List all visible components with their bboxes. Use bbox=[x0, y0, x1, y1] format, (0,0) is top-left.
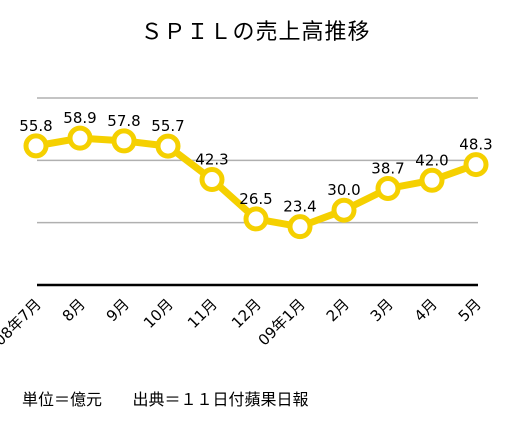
value-label: 30.0 bbox=[327, 181, 360, 199]
value-labels: 55.8 58.9 57.8 55.7 42.3 26.5 23.4 30.0 38.7 42.0… bbox=[19, 109, 492, 216]
value-label: 48.3 bbox=[459, 136, 492, 154]
source-note: 出典＝１１日付蘋果日報 bbox=[132, 390, 309, 409]
value-label: 26.5 bbox=[239, 190, 272, 208]
unit-note: 単位＝億元 bbox=[22, 390, 103, 409]
data-point bbox=[243, 206, 269, 232]
x-tick-label: 11月 bbox=[184, 295, 221, 332]
data-point bbox=[331, 197, 357, 223]
data-point bbox=[67, 125, 93, 151]
grid-lines bbox=[37, 97, 478, 287]
value-label: 42.3 bbox=[195, 151, 228, 169]
line-chart: 55.8 58.9 57.8 55.7 42.3 26.5 23.4 30.0 38.7 42.0… bbox=[0, 97, 493, 349]
data-point bbox=[463, 152, 489, 178]
data-point bbox=[287, 214, 313, 240]
value-label: 58.9 bbox=[63, 109, 96, 127]
x-tick-label: 9月 bbox=[103, 295, 133, 325]
data-point bbox=[111, 128, 137, 154]
value-label: 55.8 bbox=[19, 117, 52, 135]
x-tick-label: 2月 bbox=[323, 295, 353, 325]
value-label: 38.7 bbox=[371, 160, 404, 178]
data-point bbox=[199, 167, 225, 193]
data-point bbox=[419, 167, 445, 193]
x-tick-label: 09年1月 bbox=[255, 295, 309, 349]
value-label: 42.0 bbox=[415, 151, 448, 169]
x-tick-label: 10月 bbox=[140, 295, 177, 332]
data-point bbox=[155, 133, 181, 159]
x-tick-label: 8月 bbox=[59, 295, 89, 325]
value-label: 23.4 bbox=[283, 198, 316, 216]
data-point bbox=[23, 133, 49, 159]
x-tick-label: 08年7月 bbox=[0, 295, 45, 349]
x-tick-label: 5月 bbox=[455, 295, 485, 325]
chart-title: ＳＰＩＬの売上高推移 bbox=[140, 20, 371, 45]
data-point bbox=[375, 176, 401, 202]
value-label: 55.7 bbox=[151, 117, 184, 135]
x-tick-label: 3月 bbox=[367, 295, 397, 325]
x-tick-label: 12月 bbox=[228, 295, 265, 332]
value-label: 57.8 bbox=[107, 112, 140, 130]
chart-footer: 単位＝億元 出典＝１１日付蘋果日報 bbox=[22, 386, 309, 410]
x-tick-label: 4月 bbox=[411, 295, 441, 325]
data-points bbox=[23, 125, 489, 240]
